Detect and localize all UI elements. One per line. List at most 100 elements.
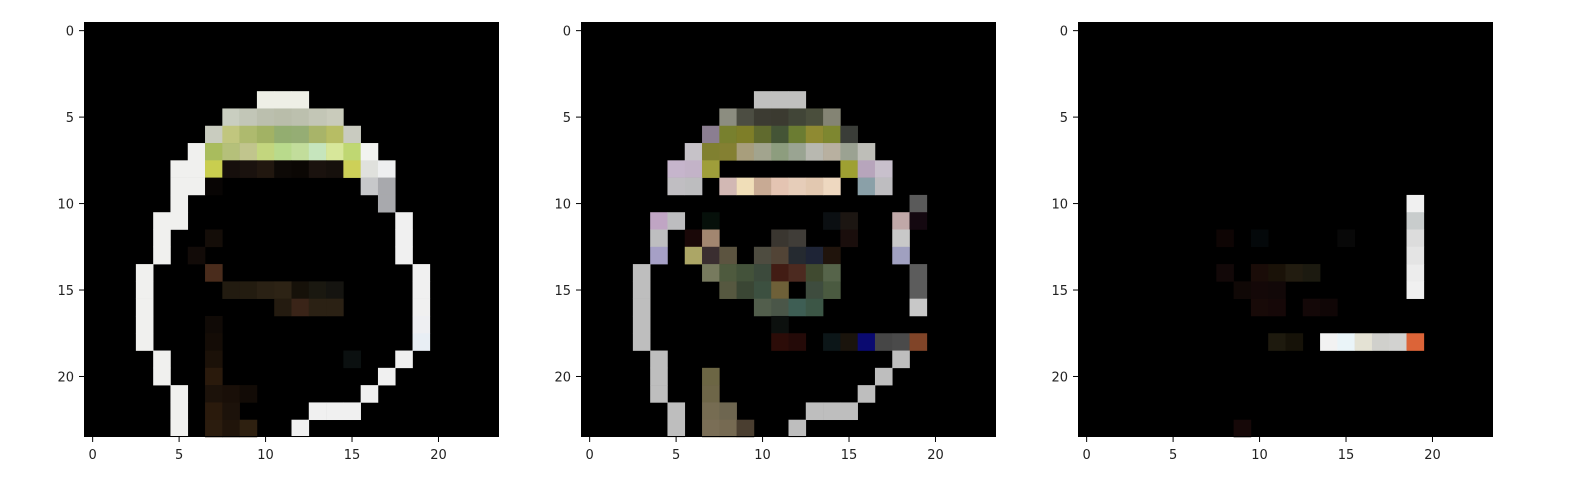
heatmap-cell [205, 177, 223, 196]
plot-background [84, 22, 499, 437]
heatmap-cell [719, 125, 737, 144]
heatmap-cell [256, 281, 275, 299]
heatmap-cell [1354, 333, 1373, 351]
heatmap-cell [823, 333, 841, 351]
y-tick-label: 20 [554, 370, 571, 385]
heatmap-cell [239, 281, 258, 299]
x-tick-label: 15 [841, 448, 858, 463]
heatmap-cell [153, 246, 171, 265]
heatmap-cell [702, 385, 720, 403]
heatmap-cell [909, 194, 928, 213]
heatmap-cell [771, 281, 789, 299]
heatmap-cell [377, 160, 396, 178]
heatmap-cell [667, 160, 686, 178]
plot-background [1078, 22, 1493, 437]
heatmap-cell [771, 91, 789, 109]
heatmap-cell [170, 177, 189, 196]
heatmap-cell [187, 160, 206, 178]
heatmap-cell [650, 229, 668, 248]
heatmap-cell [326, 143, 344, 161]
heatmap-cell [205, 125, 223, 144]
heatmap-cell [1389, 333, 1407, 351]
heatmap-cell [805, 143, 824, 161]
heatmap-cell [788, 125, 807, 144]
heatmap-cell [771, 177, 789, 196]
heatmap-cell [291, 298, 310, 317]
x-tick-label: 20 [430, 448, 447, 463]
heatmap-cell [291, 281, 310, 299]
heatmap-cell [256, 143, 275, 161]
heatmap-cell [805, 177, 824, 196]
heatmap-cell [840, 229, 858, 248]
heatmap-cell [702, 419, 720, 438]
heatmap-cell [892, 246, 910, 265]
heatmap-cell [632, 281, 651, 299]
heatmap-cell [1233, 281, 1252, 299]
heatmap-cell [343, 350, 361, 369]
heatmap-cell [702, 212, 720, 230]
heatmap-cell [1250, 298, 1269, 317]
heatmap-cell [1406, 333, 1425, 351]
heatmap-cell [805, 246, 824, 265]
heatmap-cell [1285, 333, 1304, 351]
axis-frame [581, 22, 996, 437]
heatmap-cell [788, 333, 807, 351]
heatmap-cell [1302, 298, 1321, 317]
heatmap-cell [702, 160, 720, 178]
heatmap-cell [840, 333, 858, 351]
heatmap-cell [135, 298, 154, 317]
heatmap-cell [857, 160, 876, 178]
heatmap-panel-1: 0 5 10 15 20 0 5 10 15 20 [57, 22, 499, 463]
heatmap-cell [719, 108, 737, 127]
heatmap-cell [736, 143, 755, 161]
heatmap-cell [1406, 229, 1425, 248]
heatmap-cell [1268, 281, 1286, 299]
heatmap-cell [222, 419, 240, 438]
heatmap-cell [395, 229, 413, 248]
heatmap-cell [823, 108, 841, 127]
y-tick-label: 0 [1060, 25, 1068, 40]
heatmap-cell [187, 177, 206, 196]
heatmap-cell [205, 143, 223, 161]
y-tick-label: 20 [57, 370, 74, 385]
heatmap-cell [205, 229, 223, 248]
heatmap-cell [222, 402, 240, 421]
heatmap-cell [857, 143, 876, 161]
heatmap-cell [788, 264, 807, 282]
heatmap-cell [788, 177, 807, 196]
heatmap-cell [1250, 281, 1269, 299]
heatmap-cell [274, 160, 292, 178]
heatmap-cell [205, 264, 223, 282]
heatmap-cell [412, 333, 431, 351]
heatmap-cell [274, 281, 292, 299]
heatmap-cell [135, 315, 154, 334]
heatmap-cell [684, 177, 703, 196]
heatmap-cell [702, 143, 720, 161]
heatmap-cell [205, 350, 223, 369]
heatmap-cell [719, 281, 737, 299]
heatmap-cell [256, 125, 275, 144]
heatmap-cell [840, 160, 858, 178]
heatmap-cell [187, 143, 206, 161]
y-tick-label: 15 [57, 284, 74, 299]
heatmap-cell [153, 229, 171, 248]
x-tick-label: 10 [1251, 448, 1268, 463]
heatmap-cell [892, 212, 910, 230]
heatmap-cell [343, 402, 361, 421]
heatmap-cell [291, 143, 310, 161]
heatmap-cell [153, 350, 171, 369]
heatmap-cell [256, 91, 275, 109]
heatmap-cell [823, 264, 841, 282]
heatmap-cell [892, 350, 910, 369]
x-tick-label: 10 [257, 448, 274, 463]
heatmap-cell [753, 246, 772, 265]
heatmap-cell [667, 212, 686, 230]
y-tick-label: 0 [66, 25, 74, 40]
heatmap-panel-3: 0 5 10 15 20 0 5 10 15 20 [1051, 22, 1493, 463]
y-tick-label: 10 [554, 198, 571, 213]
heatmap-cell [1320, 298, 1338, 317]
y-tick-label: 20 [1051, 370, 1068, 385]
heatmap-cell [135, 264, 154, 282]
heatmap-cell [291, 125, 310, 144]
heatmap-cell [632, 298, 651, 317]
